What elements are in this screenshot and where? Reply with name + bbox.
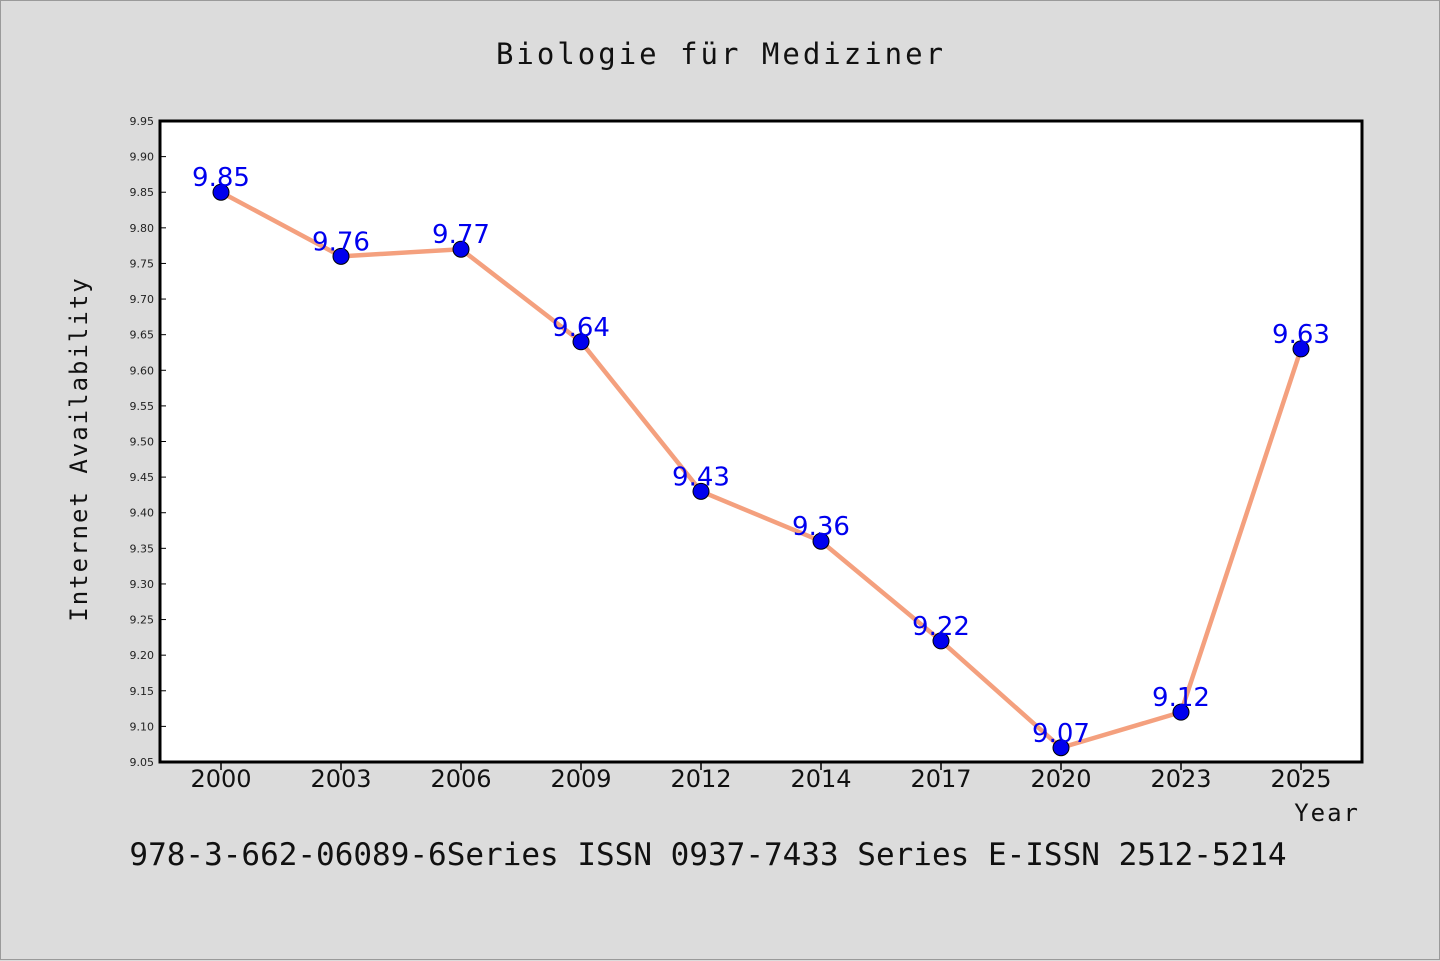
y-tick-label: 9.60 [130, 364, 155, 377]
data-point [1052, 739, 1070, 757]
plot-area [158, 119, 1364, 764]
y-tick-label: 9.50 [130, 436, 155, 449]
y-axis: 9.05 9.10 9.15 9.20 9.25 9.30 9.35 9.40 9.45 9.50… [130, 115, 166, 769]
y-tick-label: 9.65 [130, 329, 155, 342]
data-label: 9.64 [552, 313, 610, 343]
data-point [332, 247, 350, 265]
data-point [212, 183, 230, 201]
y-tick-label: 9.35 [130, 542, 155, 555]
data-point [452, 240, 470, 258]
data-label: 9.85 [192, 163, 250, 193]
y-tick-label: 9.15 [130, 685, 155, 698]
x-tick-label: 2017 [910, 765, 971, 793]
x-axis-label: Year [1294, 799, 1360, 827]
data-label: 9.76 [312, 227, 370, 257]
chart-title: Biologie für Mediziner [496, 37, 946, 71]
x-tick-label: 2009 [550, 765, 611, 793]
data-label: 9.22 [912, 612, 970, 642]
y-tick-label: 9.05 [130, 756, 155, 769]
y-tick-label: 9.95 [130, 115, 155, 128]
x-tick-label: 2006 [430, 765, 491, 793]
y-axis-label: Internet Availability [65, 276, 93, 621]
y-tick-label: 9.75 [130, 257, 155, 270]
data-label: 9.63 [1272, 320, 1330, 350]
data-point [692, 482, 710, 500]
x-tick-label: 2012 [670, 765, 731, 793]
y-tick-label: 9.30 [130, 578, 155, 591]
data-labels: 9.85 9.76 9.77 9.64 9.43 9.36 9.22 9.07 9.12 9.63 [192, 163, 1330, 749]
y-tick-label: 9.40 [130, 507, 155, 520]
y-tick-label: 9.80 [130, 222, 155, 235]
y-tick-label: 9.45 [130, 471, 155, 484]
x-axis: 2000 2003 2006 2009 2012 2014 2017 2020 2023 2025 [190, 762, 1332, 793]
data-point [1172, 703, 1190, 721]
x-tick-label: 2025 [1270, 765, 1331, 793]
y-tick-label: 9.55 [130, 400, 155, 413]
data-point [812, 532, 830, 550]
data-label: 9.43 [672, 462, 730, 492]
y-tick-label: 9.85 [130, 186, 155, 199]
data-label: 9.12 [1152, 683, 1210, 713]
data-point [1292, 340, 1310, 358]
data-label: 9.07 [1032, 719, 1090, 749]
x-tick-label: 2014 [790, 765, 851, 793]
y-tick-label: 9.20 [130, 649, 155, 662]
data-point [572, 333, 590, 351]
data-point [932, 632, 950, 650]
y-tick-label: 9.10 [130, 720, 155, 733]
x-tick-label: 2020 [1030, 765, 1091, 793]
data-label: 9.36 [792, 512, 850, 542]
x-tick-label: 2000 [190, 765, 251, 793]
y-tick-label: 9.90 [130, 151, 155, 164]
x-tick-label: 2023 [1150, 765, 1211, 793]
data-label: 9.77 [432, 220, 490, 250]
x-tick-label: 2003 [310, 765, 371, 793]
footer-text: 978-3-662-06089-6Series ISSN 0937-7433 S… [129, 837, 1286, 873]
series-line [219, 190, 1304, 751]
series-polyline [219, 190, 1304, 751]
series-markers [212, 183, 1310, 757]
y-tick-label: 9.25 [130, 614, 155, 627]
y-tick-label: 9.70 [130, 293, 155, 306]
